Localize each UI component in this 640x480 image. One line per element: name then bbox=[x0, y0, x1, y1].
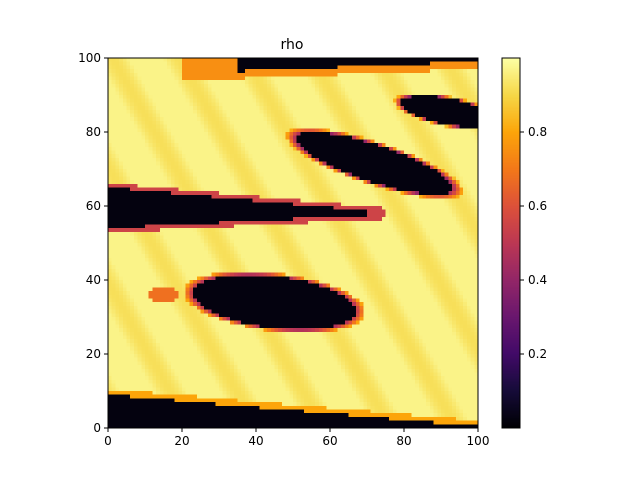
y-tick-label: 0 bbox=[93, 421, 101, 435]
y-tick-label: 100 bbox=[78, 51, 101, 65]
y-tick-label: 80 bbox=[86, 125, 101, 139]
chart-title: rho bbox=[281, 37, 304, 53]
heatmap-image bbox=[108, 58, 478, 428]
colorbar-tick-label: 0.6 bbox=[528, 199, 547, 213]
colorbar-gradient bbox=[502, 58, 520, 428]
colorbar-ticks: 0.2 0.4 0.6 0.8 bbox=[520, 125, 547, 361]
plot-frame bbox=[107, 57, 479, 429]
x-tick-label: 100 bbox=[467, 434, 490, 448]
colorbar-frame bbox=[501, 57, 521, 429]
x-tick-label: 0 bbox=[104, 434, 112, 448]
colorbar-tick-label: 0.2 bbox=[528, 347, 547, 361]
y-tick-label: 20 bbox=[86, 347, 101, 361]
y-tick-label: 60 bbox=[86, 199, 101, 213]
plot-area bbox=[107, 57, 479, 429]
colorbar-tick-label: 0.8 bbox=[528, 125, 547, 139]
colorbar: 0.2 0.4 0.6 0.8 bbox=[501, 57, 547, 429]
y-axis: 0 20 40 60 80 100 bbox=[78, 51, 108, 435]
x-tick-label: 40 bbox=[248, 434, 263, 448]
x-tick-label: 60 bbox=[322, 434, 337, 448]
colorbar-tick-label: 0.4 bbox=[528, 273, 547, 287]
x-tick-label: 20 bbox=[174, 434, 189, 448]
x-tick-label: 80 bbox=[396, 434, 411, 448]
y-tick-label: 40 bbox=[86, 273, 101, 287]
x-axis: 0 20 40 60 80 100 bbox=[104, 428, 489, 448]
